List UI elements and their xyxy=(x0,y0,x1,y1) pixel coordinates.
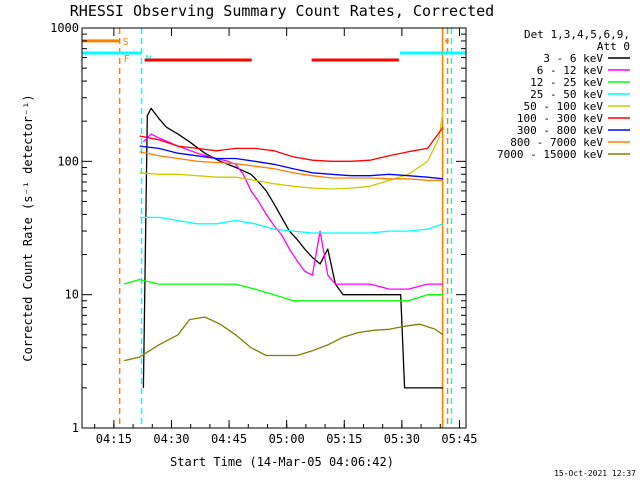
x-tick-label-1: 04:30 xyxy=(153,432,189,446)
legend-label-8: 7000 - 15000 keV xyxy=(497,148,603,161)
y-tick-label-2: 100 xyxy=(57,154,79,168)
legend-label-0: 3 - 6 keV xyxy=(543,52,603,65)
series-line-4 xyxy=(139,110,444,190)
y-axis-label: Corrected Count Rate (s⁻¹ detector⁻¹) xyxy=(21,94,35,361)
x-tick-label-0: 04:15 xyxy=(96,432,132,446)
chart-title: RHESSI Observing Summary Count Rates, Co… xyxy=(70,2,494,20)
legend-label-7: 800 - 7000 keV xyxy=(510,136,603,149)
series-line-8 xyxy=(124,316,444,362)
legend-label-5: 100 - 300 keV xyxy=(517,112,603,125)
legend-label-2: 12 - 25 keV xyxy=(530,76,603,89)
marker-label-0: F xyxy=(124,54,130,65)
legend-header-0: Det 1,3,4,5,6,9, xyxy=(524,28,630,41)
y-tick-label-3: 1000 xyxy=(50,21,79,35)
legend-label-3: 25 - 50 keV xyxy=(530,88,603,101)
series-line-7 xyxy=(139,151,443,182)
plot-frame xyxy=(81,27,467,429)
legend-label-4: 50 - 100 keV xyxy=(524,100,604,113)
plot-area: FNS xyxy=(82,28,466,428)
y-tick-label-0: 1 xyxy=(72,421,79,435)
legend-label-6: 300 - 800 keV xyxy=(517,124,603,137)
status-bar-label-0: S xyxy=(123,37,129,48)
series-line-1 xyxy=(142,133,443,290)
x-tick-label-6: 05:45 xyxy=(441,432,477,446)
timestamp-footer: 15-Oct-2021 12:37 xyxy=(554,469,636,478)
series-line-6 xyxy=(139,145,444,180)
x-tick-label-2: 04:45 xyxy=(211,432,247,446)
series-line-3 xyxy=(139,216,444,234)
axis-ticks: 04:15 04:30 04:45 05:00 05:15 05:30 05:45 1 10 10… xyxy=(50,21,477,446)
series-line-2 xyxy=(124,278,443,302)
x-tick-label-5: 05:30 xyxy=(384,432,420,446)
x-tick-label-3: 05:00 xyxy=(269,432,305,446)
x-tick-label-4: 05:15 xyxy=(326,432,362,446)
series-line-5 xyxy=(139,126,444,162)
series-line-0 xyxy=(142,107,443,389)
x-axis-label: Start Time (14-Mar-05 04:06:42) xyxy=(170,455,394,469)
legend-label-1: 6 - 12 keV xyxy=(537,64,604,77)
y-tick-label-1: 10 xyxy=(65,288,79,302)
legend-header-1: Att 0 xyxy=(597,40,630,53)
